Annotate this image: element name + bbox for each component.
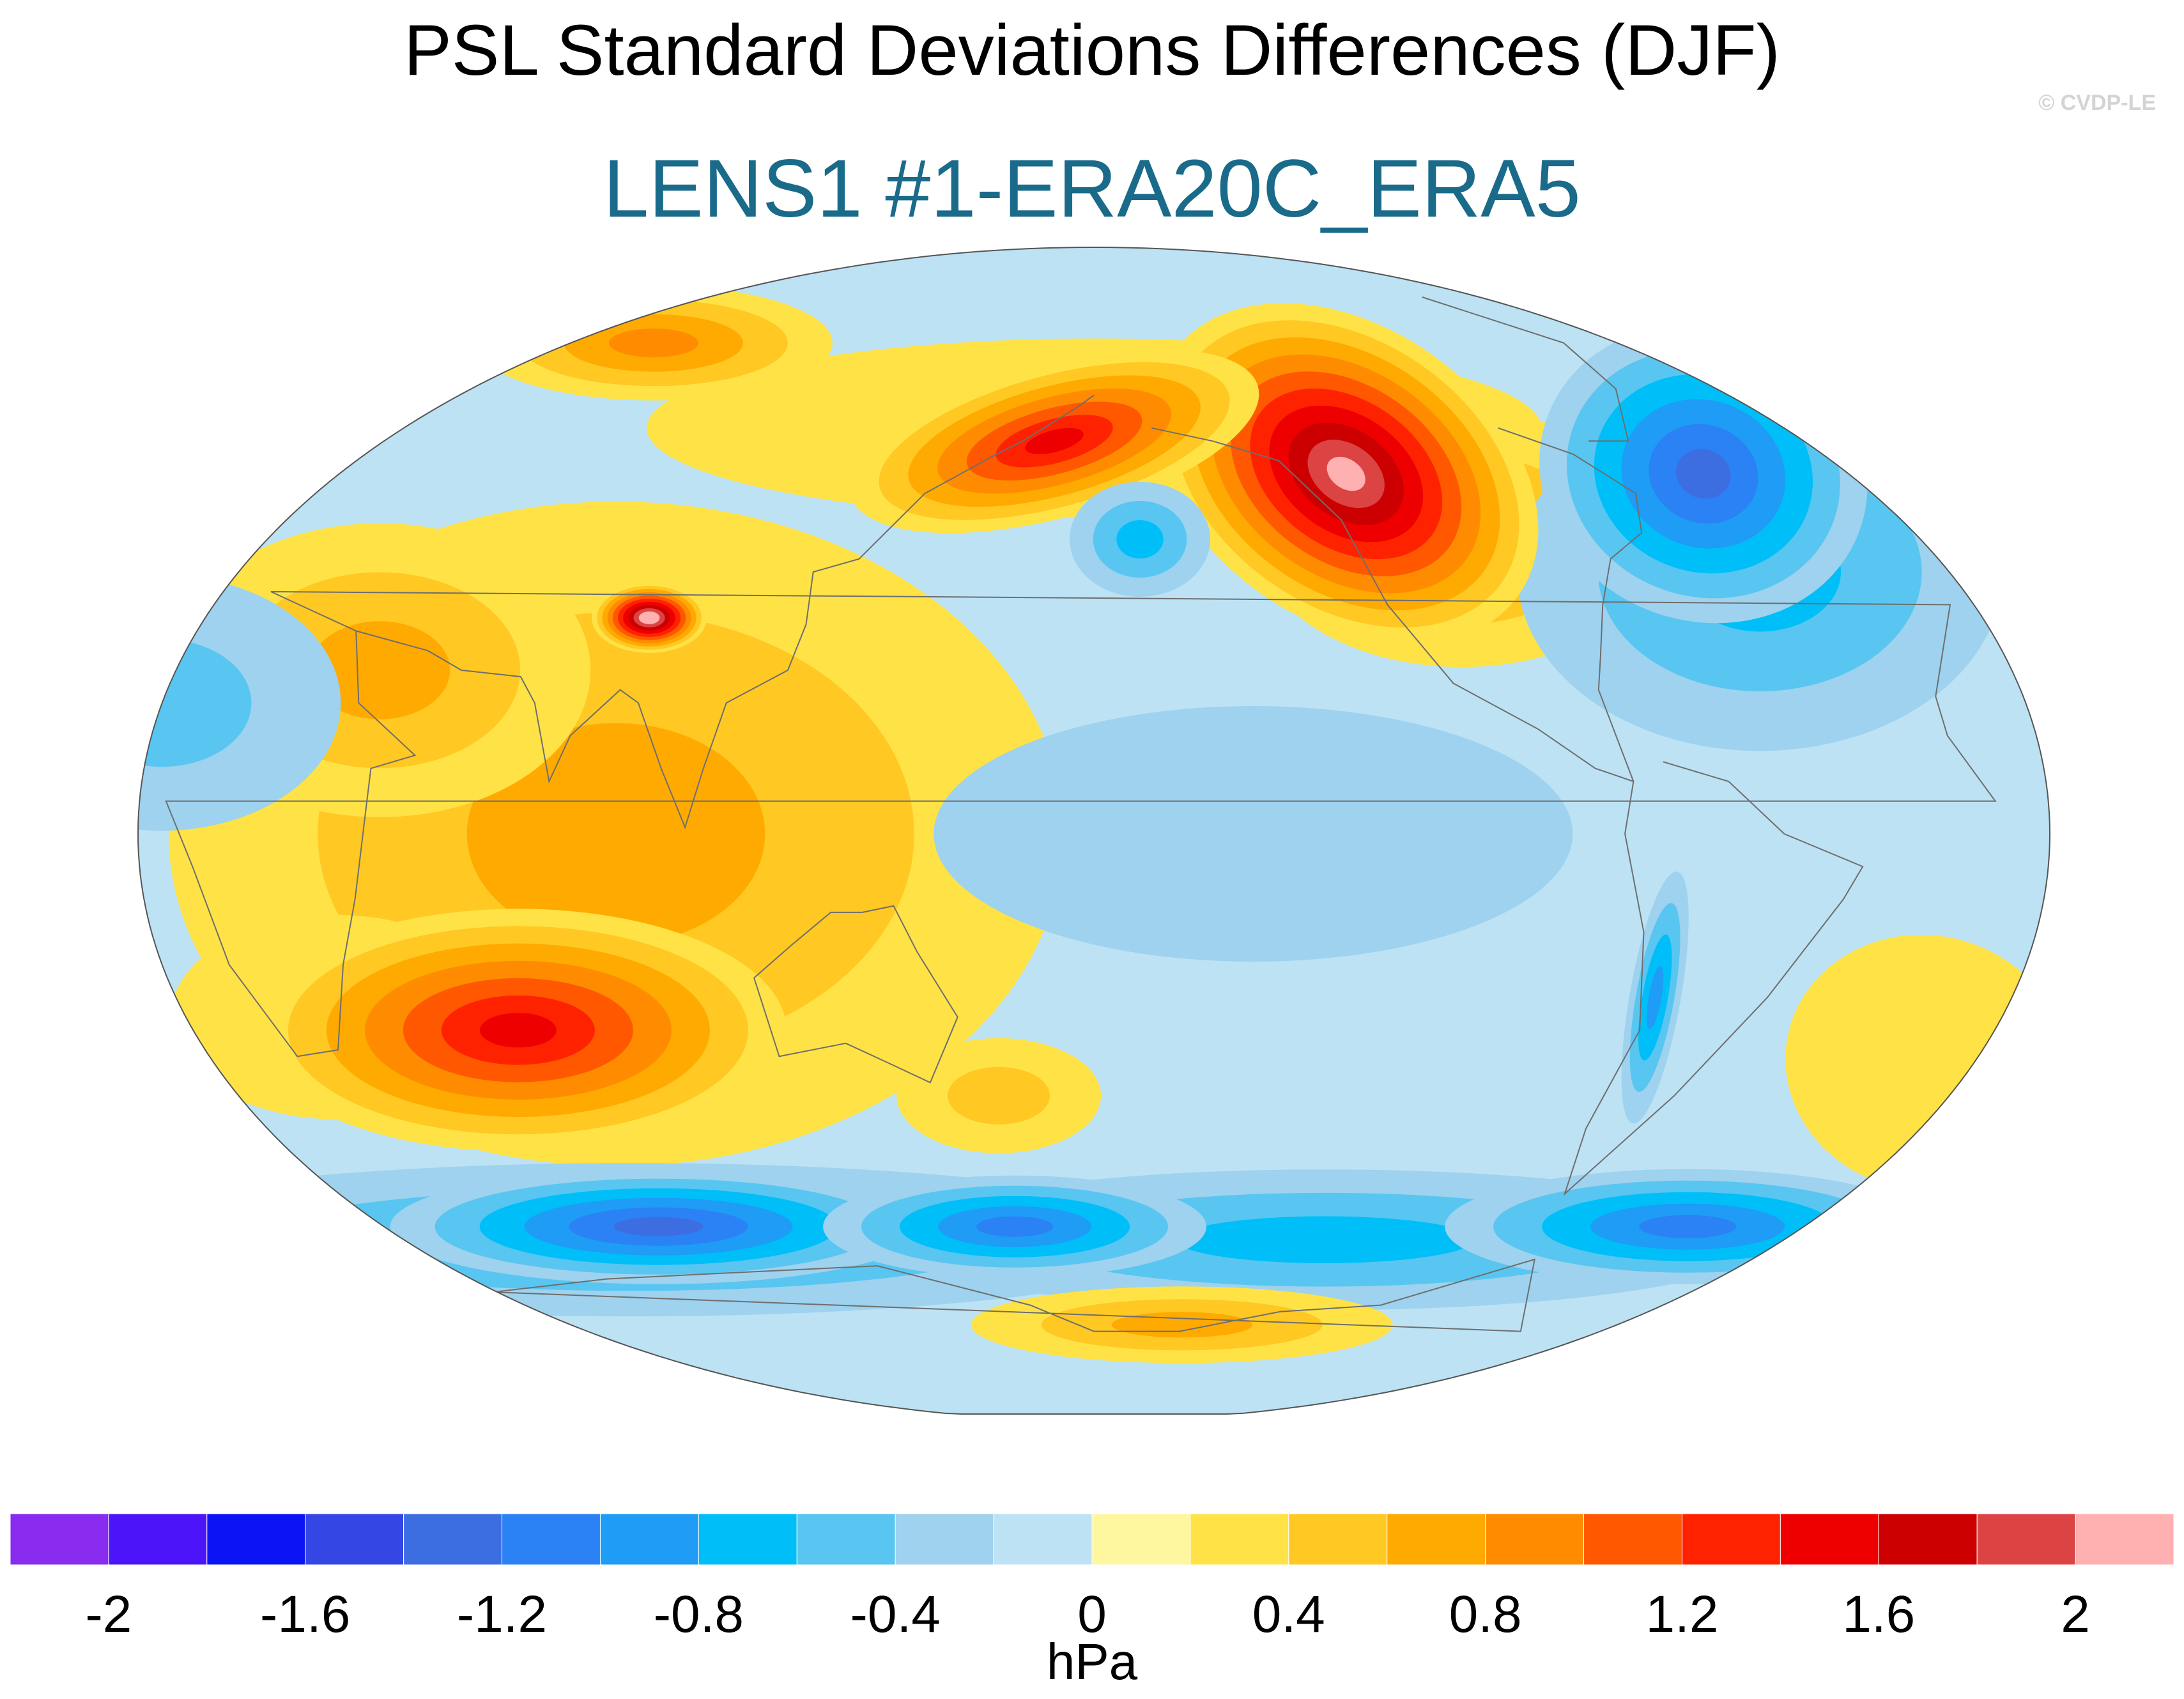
contour-level — [479, 1013, 557, 1048]
colorbar-tick-label: -0.8 — [654, 1585, 744, 1643]
colorbar-box — [502, 1513, 601, 1565]
coastline-segment — [1498, 427, 1643, 782]
coastline-segment — [753, 905, 958, 1084]
contour-level — [1676, 449, 1731, 499]
colorbar-box — [305, 1513, 404, 1565]
anomaly-blob-bering-sea-northeast-siberia — [849, 349, 1259, 534]
colorbar-tick-label: -1.2 — [457, 1585, 547, 1643]
colorbar-box — [2075, 1513, 2174, 1565]
anomaly-blob-tropical-pacific — [934, 706, 1573, 962]
colorbar-box — [1583, 1513, 1682, 1565]
colorbar-tick-labels: -2 -1.6 -1.2 -0.8 -0.4 0 0.4 0.8 1.2 1.6 2 — [85, 1585, 2089, 1643]
coastlines — [165, 296, 1997, 1332]
colorbar-box — [206, 1513, 306, 1565]
colorbar-box — [1288, 1513, 1388, 1565]
colorbar-box — [796, 1513, 896, 1565]
chart-subtitle: LENS1 #1-ERA20C_ERA5 — [603, 143, 1581, 234]
anomaly-blob-southern-ocean-pacific-sector- — [823, 1175, 1207, 1278]
colorbar-tick-label: -1.6 — [260, 1585, 350, 1643]
colorbar-box — [10, 1513, 109, 1565]
colorbar-tick-label: 0 — [1077, 1585, 1107, 1643]
colorbar-tick-label: 0.4 — [1252, 1585, 1325, 1643]
colorbar-tick-label: -0.4 — [850, 1585, 941, 1643]
colorbar-box — [1387, 1513, 1486, 1565]
colorbar-box — [1485, 1513, 1585, 1565]
coastline-segment — [1563, 761, 1864, 1196]
anomaly-blob-andes — [1621, 872, 1689, 1124]
colorbar-tick-label: 1.2 — [1646, 1585, 1719, 1643]
contour-level — [976, 1216, 1054, 1237]
anomaly-blob-southern-ocean-indian-sector- — [390, 1169, 927, 1284]
colorbar-box — [403, 1513, 503, 1565]
chart-title: PSL Standard Deviations Differences (DJF… — [404, 10, 1780, 90]
colorbar-tick-label: 1.6 — [1842, 1585, 1915, 1643]
contour-level — [1327, 456, 1365, 491]
colorbar-box — [993, 1513, 1093, 1565]
colorbar-box — [1976, 1513, 2076, 1565]
map-border — [137, 246, 2051, 1415]
contour-level — [309, 621, 450, 719]
contour-level — [466, 723, 765, 945]
colorbar-box — [895, 1513, 994, 1565]
colorbar-box — [599, 1513, 699, 1565]
contour-level — [1116, 520, 1164, 558]
colorbar-box — [1190, 1513, 1289, 1565]
contour-level — [613, 1217, 704, 1236]
contour-level — [1639, 1215, 1737, 1238]
colorbar-boxes — [10, 1513, 2174, 1565]
contour-level — [1025, 427, 1084, 454]
contour-level — [643, 614, 655, 621]
contour-level — [934, 706, 1573, 962]
colorbar-box — [698, 1513, 797, 1565]
colorbar-tick-label: 0.8 — [1449, 1585, 1522, 1643]
colorbar-box — [1878, 1513, 1978, 1565]
anomaly-blob-north-pacific-aleutian- — [1070, 482, 1210, 597]
anomaly-blob-antarctica-ross-weddell-coast- — [971, 1286, 1393, 1364]
contour-level — [1647, 965, 1664, 1029]
watermark: © CVDP-LE — [2038, 91, 2156, 115]
colorbar-box — [1780, 1513, 1879, 1565]
anomaly-blob-south-pacific — [896, 1038, 1102, 1153]
colorbar-tick-label: -2 — [85, 1585, 132, 1643]
contour-level — [608, 328, 698, 358]
coastline-segment — [1422, 296, 1629, 442]
colorbar-units-label: hPa — [1047, 1633, 1138, 1690]
coastline-segment — [165, 591, 1997, 1057]
colorbar-box — [1681, 1513, 1781, 1565]
anomaly-blob-southern-indian-ocean — [249, 909, 787, 1152]
anomaly-blob-tibetan-plateau — [592, 582, 707, 653]
coastline-segment — [355, 394, 1095, 829]
colorbar-tick-label: 2 — [2061, 1585, 2090, 1643]
contour-level — [948, 1066, 1050, 1125]
colorbar-box — [108, 1513, 208, 1565]
coastline-segment — [1151, 427, 1634, 782]
colorbar-box — [1091, 1513, 1191, 1565]
anomaly-field — [138, 285, 2050, 1364]
contour-level — [1176, 1216, 1474, 1263]
coastline-segment — [493, 1258, 1536, 1332]
